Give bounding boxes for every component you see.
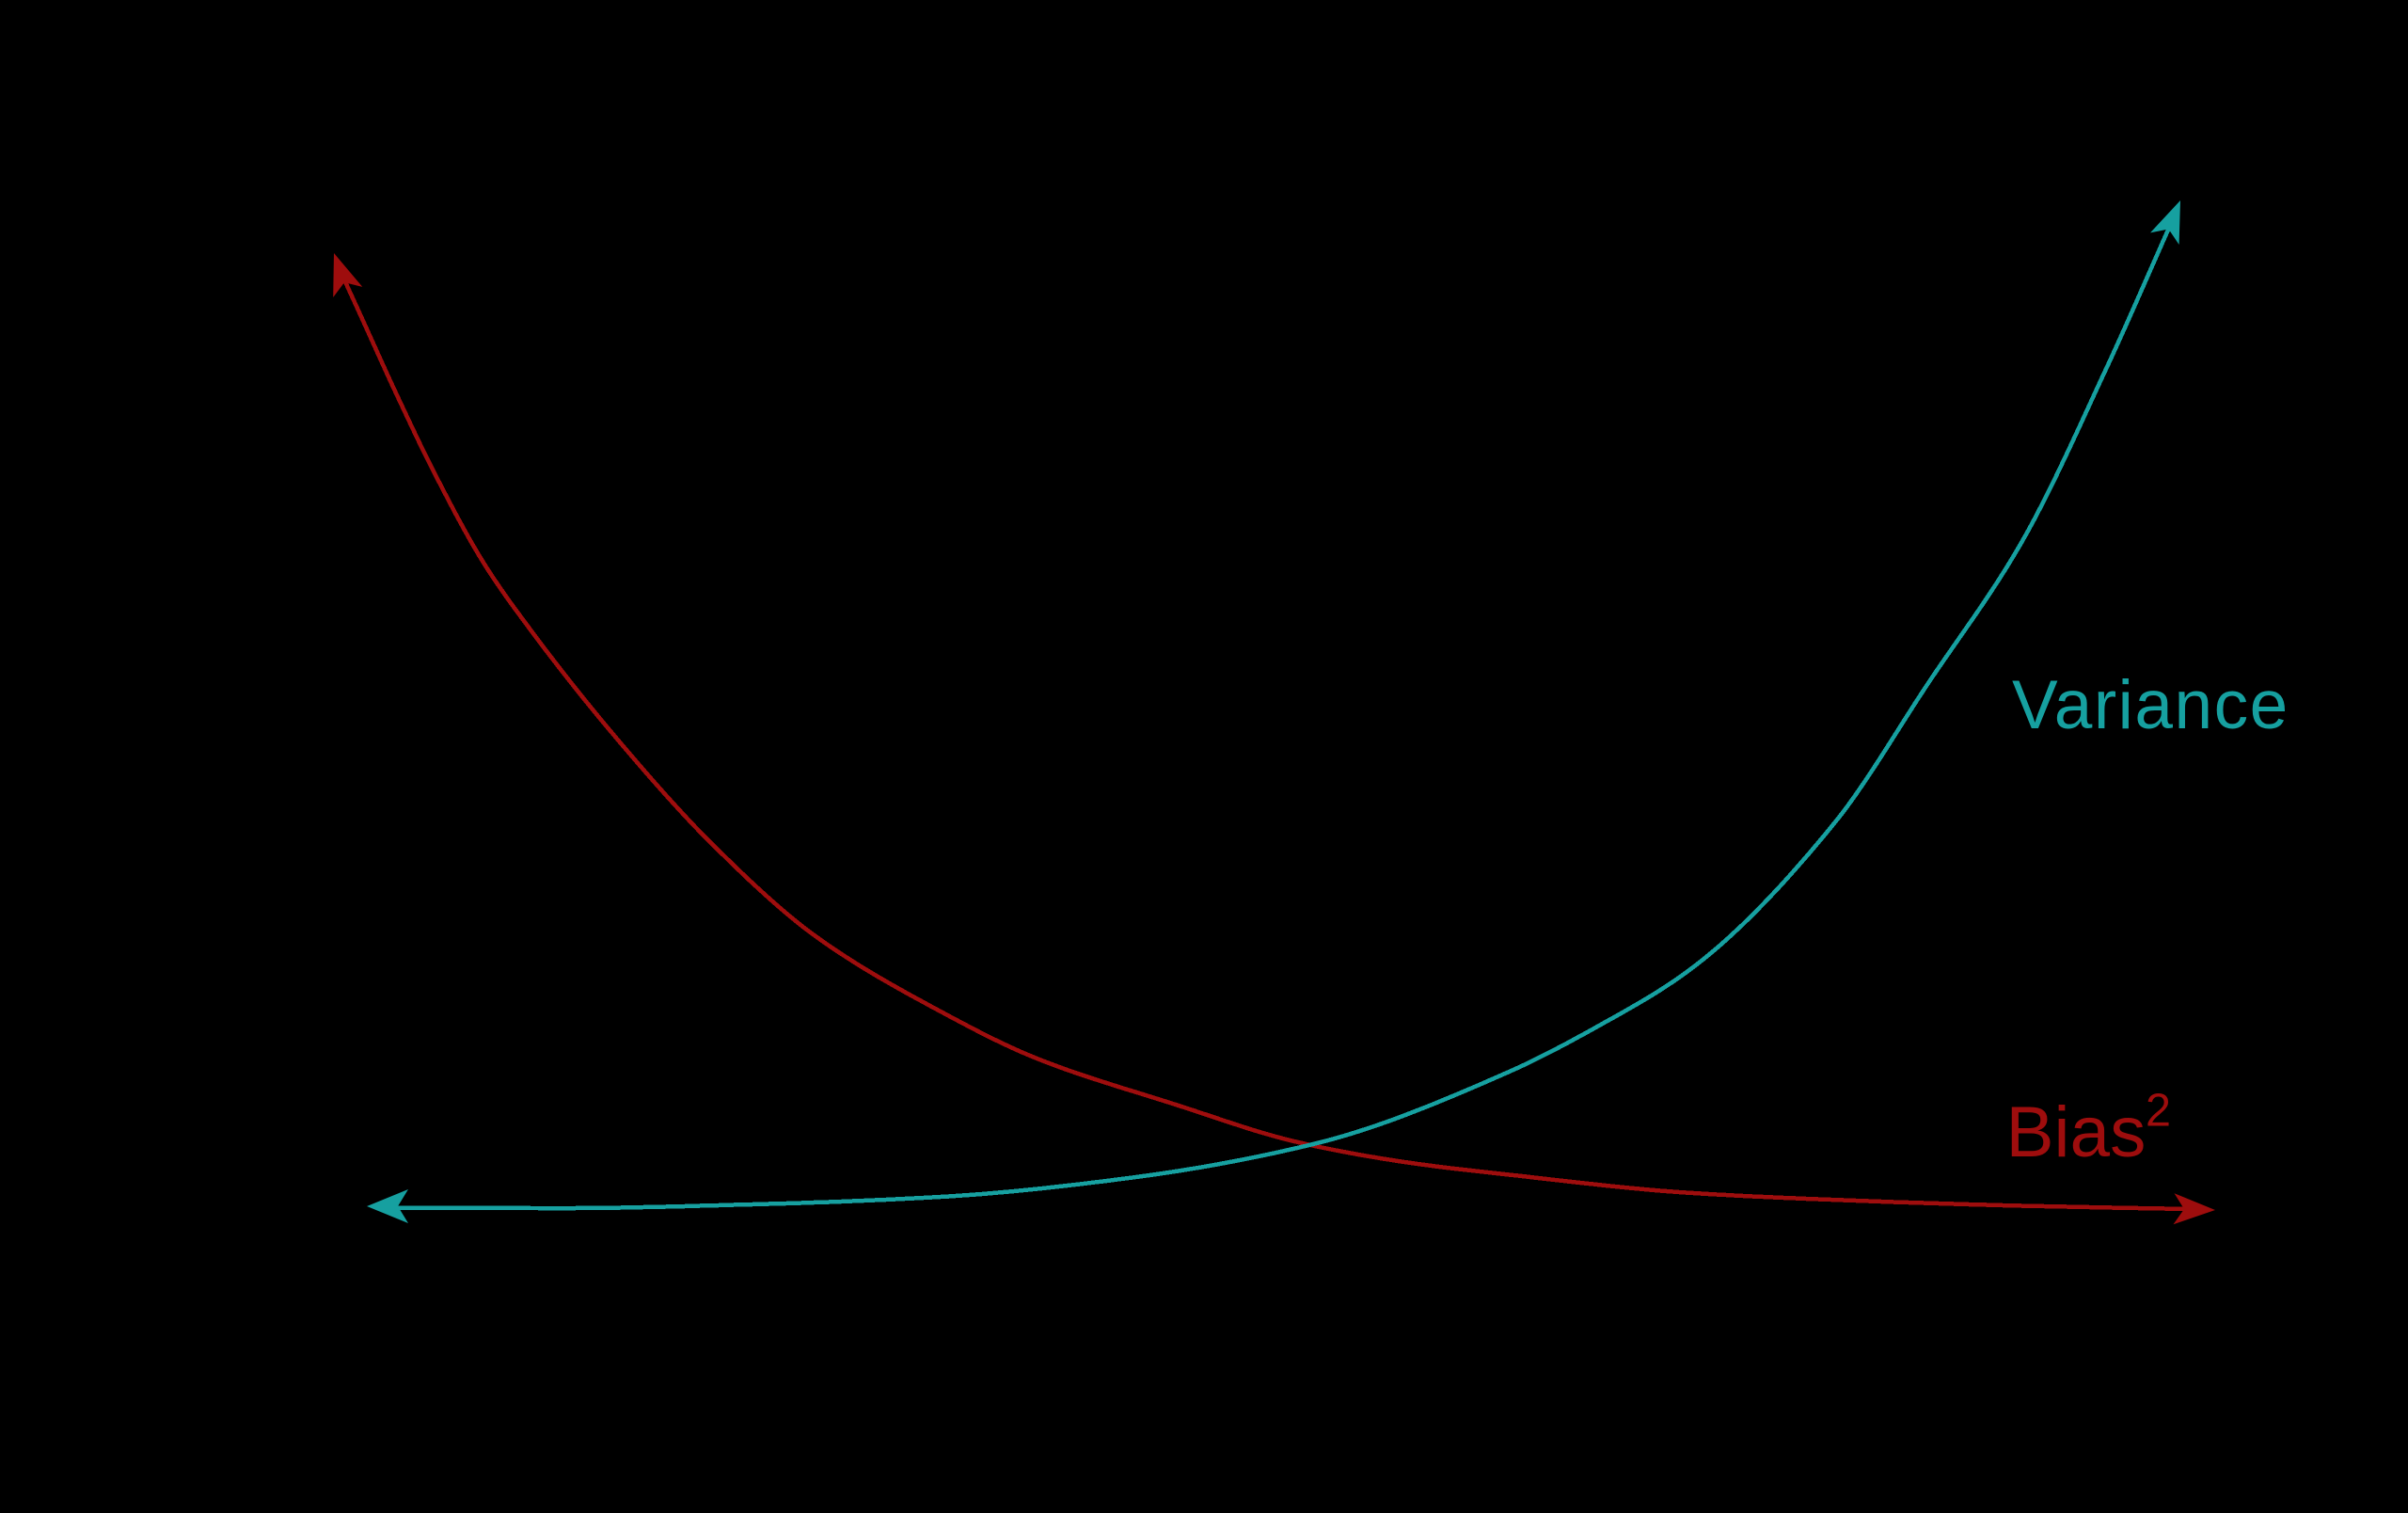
svg-text:2: 2 — [2146, 1086, 2171, 1137]
svg-text:Variance: Variance — [2012, 667, 2289, 743]
svg-text:Bias: Bias — [2006, 1092, 2147, 1172]
